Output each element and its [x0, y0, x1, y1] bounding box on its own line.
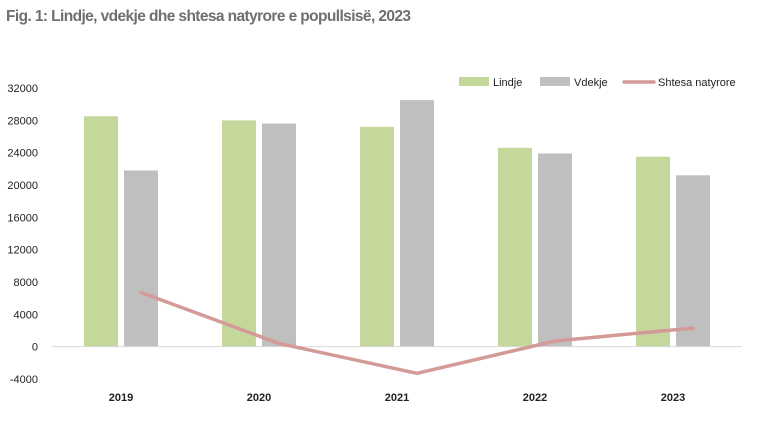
vdekje-bar [538, 153, 572, 347]
vdekje-bar [124, 170, 158, 347]
y-tick-label: 32000 [7, 83, 38, 95]
y-tick-label: 12000 [7, 245, 38, 257]
chart-title: Fig. 1: Lindje, vdekje dhe shtesa natyro… [6, 8, 411, 25]
lindje-bar [84, 116, 118, 347]
y-tick-label: 20000 [7, 180, 38, 192]
y-tick-label: 28000 [7, 115, 38, 127]
x-axis: 2019 2020 2021 2022 2023 [109, 392, 685, 404]
legend-swatch [459, 77, 489, 86]
legend-label: Vdekje [574, 77, 608, 89]
x-category-label: 2020 [247, 392, 271, 404]
y-axis: -4000 0 4000 8000 12000 16000 20000 24000 28000 3… [7, 83, 38, 386]
vdekje-bar [400, 100, 434, 347]
lindje-bar [636, 156, 670, 347]
y-tick-label: 4000 [14, 309, 38, 321]
legend-swatch [540, 77, 570, 86]
lindje-bar [360, 126, 394, 347]
y-tick-label: -4000 [10, 374, 38, 386]
shtesa-natyrore-line [139, 290, 695, 376]
legend-label: Shtesa natyrore [658, 77, 736, 89]
vdekje-bar [262, 123, 296, 347]
x-category-label: 2019 [109, 392, 133, 404]
vdekje-bar [676, 175, 710, 347]
y-tick-label: 8000 [14, 277, 38, 289]
x-category-label: 2022 [523, 392, 547, 404]
lindje-bar [222, 120, 256, 347]
y-tick-label: 24000 [7, 148, 38, 160]
bars-group [84, 100, 710, 347]
y-tick-label: 16000 [7, 212, 38, 224]
line-series-group [139, 290, 695, 376]
y-tick-label: 0 [32, 342, 38, 354]
x-category-label: 2023 [661, 392, 685, 404]
legend: Lindje Vdekje Shtesa natyrore [459, 77, 736, 89]
x-category-label: 2021 [385, 392, 409, 404]
lindje-bar [498, 147, 532, 347]
legend-label: Lindje [493, 77, 522, 89]
